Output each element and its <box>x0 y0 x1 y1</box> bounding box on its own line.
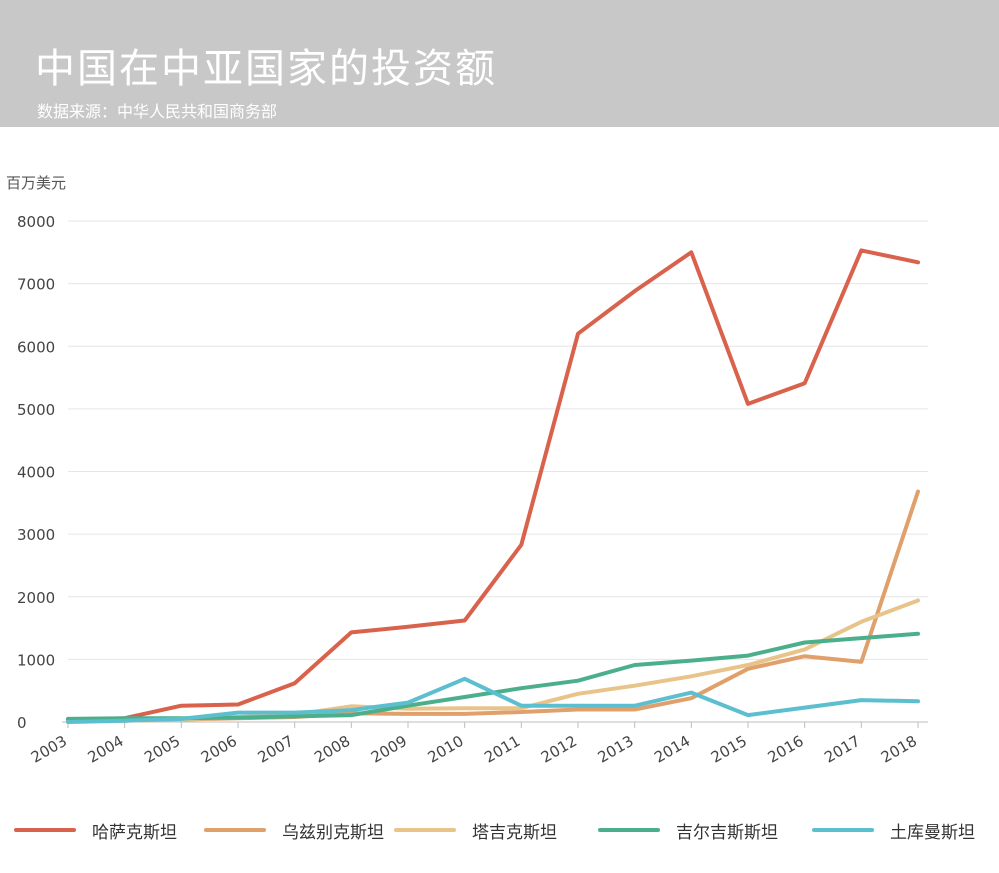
y-tick-label: 1000 <box>17 651 55 669</box>
x-tick-label: 2003 <box>28 732 70 767</box>
x-tick-label: 2008 <box>311 732 353 767</box>
gridlines <box>68 220 928 660</box>
series-line-1 <box>66 248 920 723</box>
y-tick-label: 6000 <box>17 338 55 356</box>
x-tick-label: 2017 <box>821 732 863 767</box>
x-tick-label: 2018 <box>878 732 920 767</box>
legend-swatch <box>204 828 266 832</box>
legend-item: 哈萨克斯坦 <box>14 812 177 848</box>
legend-label: 土库曼斯坦 <box>890 822 975 843</box>
legend-item: 吉尔吉斯斯坦 <box>598 812 778 848</box>
legend-swatch <box>598 828 660 832</box>
x-tick-label: 2012 <box>538 732 580 767</box>
series-line-2 <box>66 489 920 724</box>
y-tick-label: 2000 <box>17 589 55 607</box>
x-tick-label: 2004 <box>85 732 127 767</box>
x-tick-label: 2006 <box>198 732 240 767</box>
series-line-5 <box>66 676 920 724</box>
legend-swatch <box>394 828 456 832</box>
legend-label: 塔吉克斯坦 <box>472 822 557 843</box>
legend-label: 乌兹别克斯坦 <box>282 822 384 843</box>
series-lines <box>66 248 920 724</box>
chart-title: 中国在中亚国家的投资额 <box>35 46 497 92</box>
y-tick-label: 8000 <box>17 213 55 231</box>
y-axis-unit-label: 百万美元 <box>6 174 67 192</box>
y-tick-label: 4000 <box>17 464 55 482</box>
legend-label: 哈萨克斯坦 <box>92 822 177 843</box>
y-tick-label: 3000 <box>17 526 55 544</box>
legend-swatch <box>14 828 76 832</box>
legend-item: 土库曼斯坦 <box>812 812 975 848</box>
chart-subtitle: 数据来源：中华人民共和国商务部 <box>37 102 278 121</box>
chart-legend: 哈萨克斯坦 乌兹别克斯坦 塔吉克斯坦 吉尔吉斯斯坦 土库曼斯坦 <box>0 812 999 848</box>
x-tick-label: 2010 <box>425 732 467 767</box>
legend-item: 乌兹别克斯坦 <box>204 812 384 848</box>
chart-header: 中国在中亚国家的投资额 数据来源：中华人民共和国商务部 <box>0 0 999 127</box>
y-tick-label: 0 <box>17 714 27 732</box>
legend-swatch <box>812 828 874 832</box>
x-tick-label: 2014 <box>651 732 693 767</box>
x-tick-label: 2016 <box>765 732 807 767</box>
x-tick-label: 2009 <box>368 732 410 767</box>
x-tick-label: 2013 <box>595 732 637 767</box>
y-tick-label: 5000 <box>17 401 55 419</box>
x-tick-label: 2007 <box>255 732 297 767</box>
y-tick-label: 7000 <box>17 276 55 294</box>
x-tick-label: 2011 <box>481 732 523 767</box>
legend-label: 吉尔吉斯斯坦 <box>676 822 778 843</box>
legend-item: 塔吉克斯坦 <box>394 812 557 848</box>
x-tick-label: 2005 <box>141 732 183 767</box>
x-tick-label: 2015 <box>708 732 750 767</box>
